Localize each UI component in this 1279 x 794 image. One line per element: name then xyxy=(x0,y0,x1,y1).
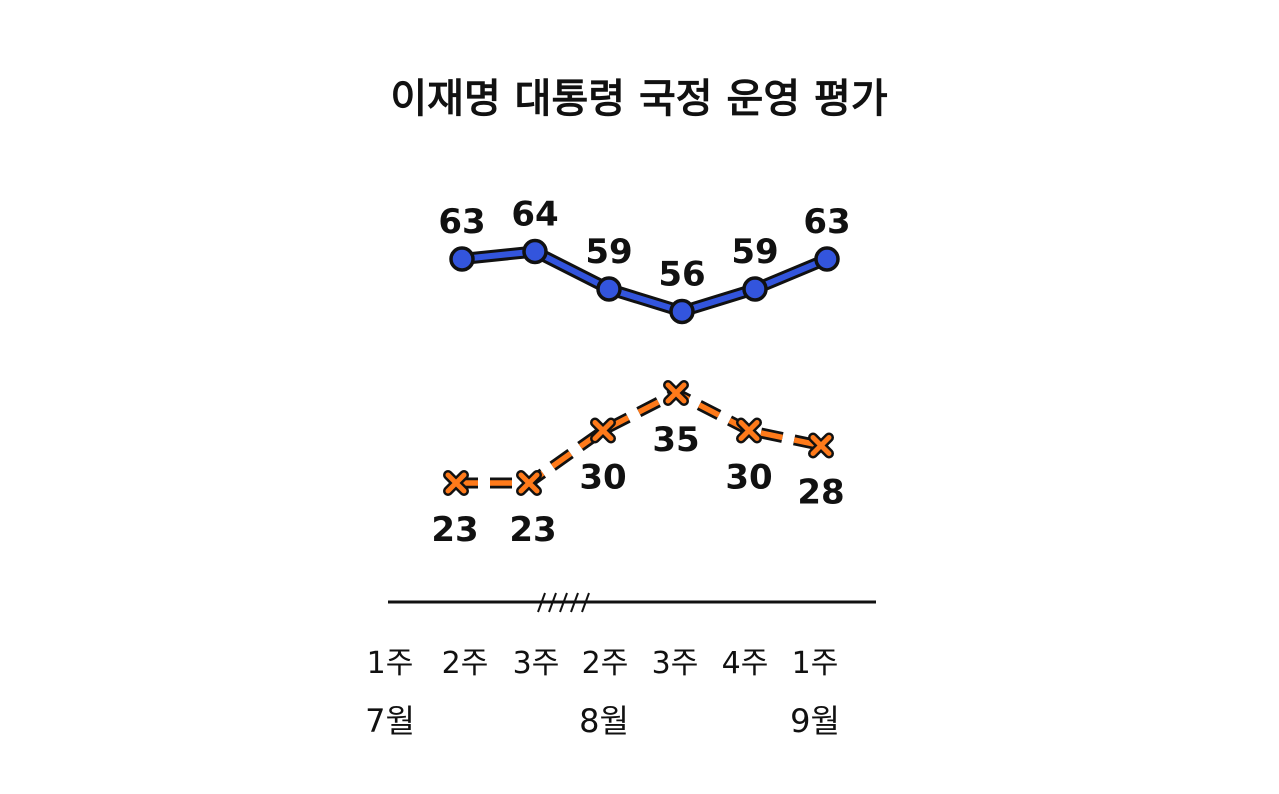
x-tick-label: 1주 xyxy=(367,646,414,681)
data-point-disapprove xyxy=(516,470,542,496)
series-disapprove: 23 23 30 35 30 28 xyxy=(431,380,845,550)
axis-break-mark xyxy=(548,592,557,613)
month-label: 9월 xyxy=(790,702,840,740)
x-tick-label: 3주 xyxy=(513,646,560,681)
data-point-disapprove xyxy=(808,432,834,459)
data-label-disapprove: 30 xyxy=(579,458,626,498)
month-labels: 7월 8월 9월 xyxy=(365,702,840,740)
data-label-approve: 63 xyxy=(438,202,485,242)
x-marker xyxy=(665,382,687,404)
x-tick-labels: 1주 2주 3주 2주 3주 4주 1주 xyxy=(367,646,839,681)
data-point-approve xyxy=(814,246,840,272)
data-label-disapprove: 30 xyxy=(725,458,772,498)
data-label-approve: 59 xyxy=(585,232,632,272)
x-marker xyxy=(810,435,832,456)
month-label: 7월 xyxy=(365,702,415,740)
chart-title: 이재명 대통령 국정 운영 평가 xyxy=(390,76,888,122)
data-point-disapprove xyxy=(736,417,762,444)
axis-break-mark xyxy=(537,592,546,613)
x-tick-label: 4주 xyxy=(722,646,769,681)
data-point-disapprove xyxy=(443,470,469,496)
x-marker xyxy=(738,420,760,441)
month-label: 8월 xyxy=(579,702,629,740)
x-tick-label: 1주 xyxy=(792,646,839,681)
data-label-approve: 64 xyxy=(511,195,558,235)
axis-break-mark xyxy=(581,592,590,613)
data-label-approve: 59 xyxy=(731,232,778,272)
x-marker xyxy=(445,472,467,494)
x-marker xyxy=(518,472,540,494)
data-label-approve: 56 xyxy=(658,255,705,295)
data-point-disapprove xyxy=(590,417,616,444)
x-axis xyxy=(388,592,876,613)
series-disapprove-line xyxy=(456,390,822,486)
data-point-approve xyxy=(669,298,695,325)
data-point-approve xyxy=(742,276,768,302)
data-label-disapprove: 28 xyxy=(797,473,844,513)
data-point-approve xyxy=(596,276,622,302)
data-label-approve: 63 xyxy=(803,202,850,242)
x-marker xyxy=(592,420,614,441)
x-tick-label: 2주 xyxy=(442,646,489,681)
axis-break-mark xyxy=(570,592,579,613)
x-tick-label: 3주 xyxy=(652,646,699,681)
data-label-disapprove: 23 xyxy=(431,510,478,550)
series-approve: 63 64 59 56 59 63 xyxy=(438,195,851,325)
data-point-approve xyxy=(522,238,548,265)
data-label-disapprove: 23 xyxy=(509,510,556,550)
axis-break-mark xyxy=(559,592,568,613)
data-point-disapprove xyxy=(663,380,689,406)
data-point-approve xyxy=(449,246,475,272)
x-tick-label: 2주 xyxy=(582,646,629,681)
data-label-disapprove: 35 xyxy=(652,420,699,460)
